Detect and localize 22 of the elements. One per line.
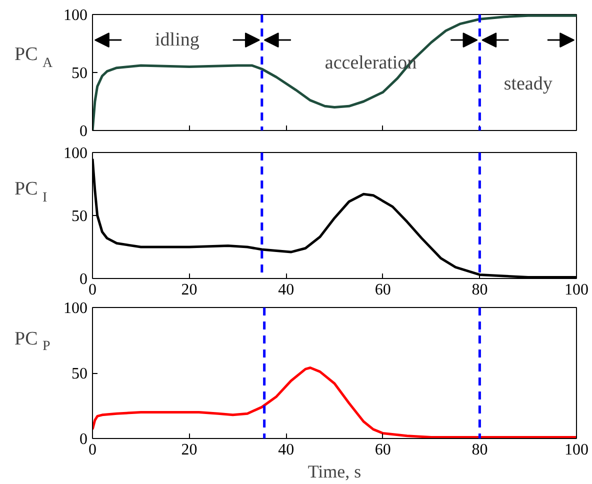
x-tick-label: 40 — [278, 282, 294, 298]
y-tick-label: 100 — [64, 300, 88, 317]
annotation: steady — [504, 74, 553, 95]
x-tick-label: 80 — [472, 442, 488, 458]
y-tick-label: 0 — [80, 123, 88, 140]
x-tick-label: 100 — [564, 282, 588, 298]
y-tick-label: 50 — [72, 65, 88, 82]
annotation: idling — [155, 30, 200, 51]
y-tick-label: 0 — [80, 271, 88, 288]
x-tick-label: 100 — [564, 442, 588, 458]
y-tick-label: 50 — [72, 366, 88, 382]
x-tick-label: 80 — [472, 282, 488, 298]
x-tick-label: 40 — [278, 442, 294, 458]
x-tick-label: 60 — [374, 282, 391, 298]
y-tick-label: 100 — [64, 7, 88, 24]
x-axis-title: Time, s — [308, 462, 362, 482]
x-tick-label: 20 — [181, 282, 198, 298]
x-tick-label: 60 — [374, 442, 391, 458]
y-tick-label: 0 — [80, 431, 88, 448]
x-tick-label: 20 — [181, 442, 198, 458]
y-tick-label: 100 — [64, 145, 88, 162]
y-tick-label: 50 — [72, 208, 88, 225]
